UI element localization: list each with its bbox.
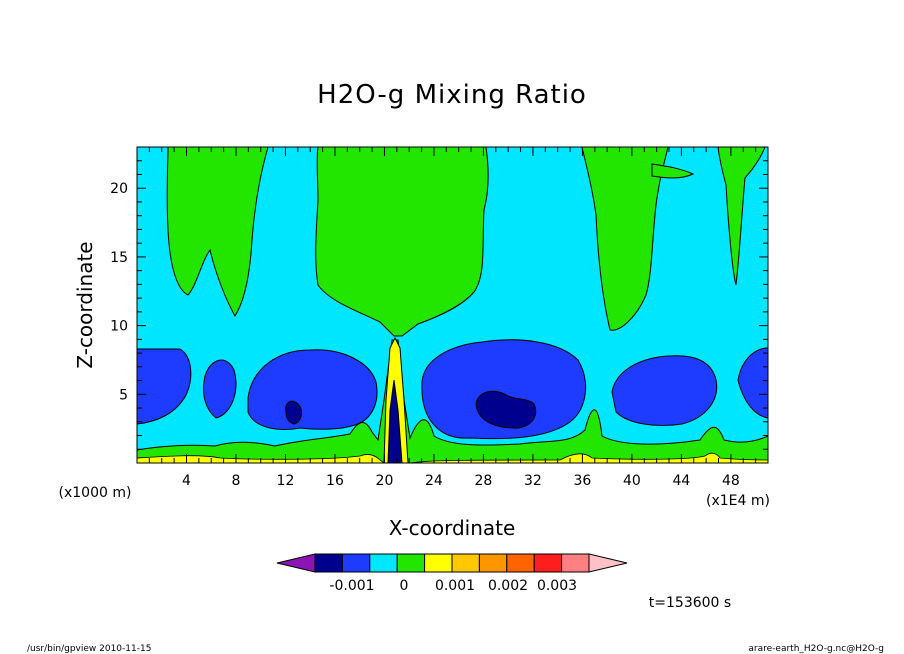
x-tick-label: 32 [524,473,542,489]
y-tick-label: 15 [110,250,128,266]
y-tick-label: 5 [119,387,128,403]
colorbar-label: -0.001 [329,578,374,594]
time-label: t=153600 s [649,595,731,611]
y-axis-ticks: 5 10 15 20 [110,160,768,450]
colorbar-under-arrow [276,553,316,573]
colorbar-cell [369,553,398,573]
x-tick-label: 20 [376,473,394,489]
contour-blue-pool-6 [737,347,768,419]
x-tick-label: 24 [425,473,443,489]
contour-central-core [387,379,403,463]
x-unit-right: (x1E4 m) [706,493,770,509]
y-axis-label: Z-coordinate [73,241,97,368]
contour-green-filament [651,163,695,179]
contour-blue-pool-1 [137,348,192,425]
colorbar-cell [396,553,426,573]
colorbar-label: 0.002 [488,578,528,594]
colorbar-cell [341,553,371,573]
colorbar-over-arrow [588,553,628,573]
contour-green-plume-center [315,147,489,337]
contour-green-plume-far-right [717,147,766,286]
colorbar [276,553,628,573]
colorbar-cell [451,553,480,573]
plot-frame [136,146,769,464]
x-tick-label: 8 [232,473,241,489]
contour-green-plume-1 [166,147,269,317]
footer-right: arare-earth_H2O-g.nc@H2O-g [748,644,884,654]
colorbar-cell [561,553,590,573]
x-tick-label: 4 [182,473,191,489]
x-axis-label: X-coordinate [389,516,516,540]
contour-blue-pool-2 [203,359,237,419]
colorbar-cell [533,553,563,573]
x-tick-label: 48 [722,473,740,489]
contour-blue-pool-5 [611,355,718,426]
x-tick-label: 44 [672,473,690,489]
colorbar-label: 0.001 [435,578,475,594]
footer-left: /usr/bin/gpview 2010-11-15 [27,644,151,654]
x-tick-label: 40 [623,473,641,489]
contour-dark-core-2 [475,390,537,429]
chart-title: H2O-g Mixing Ratio [317,80,587,110]
y-tick-label: 10 [110,319,128,335]
x-axis-ticks: 4 8 12 16 20 24 28 32 36 40 44 48 [148,147,769,489]
contour-green-plume-right [581,147,669,331]
contour-field [137,147,768,463]
x-tick-label: 12 [277,473,295,489]
colorbar-label: 0.003 [537,578,577,594]
colorbar-cell [424,553,453,573]
x-tick-label: 28 [475,473,493,489]
y-tick-label: 20 [110,181,128,197]
colorbar-label: 0 [400,578,409,594]
x-tick-label: 36 [573,473,591,489]
contour-blue-pool-4 [421,339,587,440]
colorbar-labels: -0.001 0 0.001 0.002 0.003 [329,578,577,594]
colorbar-cell [506,553,535,573]
contour-dark-core-1 [285,400,302,425]
contour-blue-pool-3 [247,349,378,430]
x-tick-label: 16 [326,473,344,489]
colorbar-cell [314,553,343,573]
x-unit-left: (x1000 m) [59,485,132,501]
contour-green-low-band [137,339,768,463]
colorbar-cell [478,553,508,573]
